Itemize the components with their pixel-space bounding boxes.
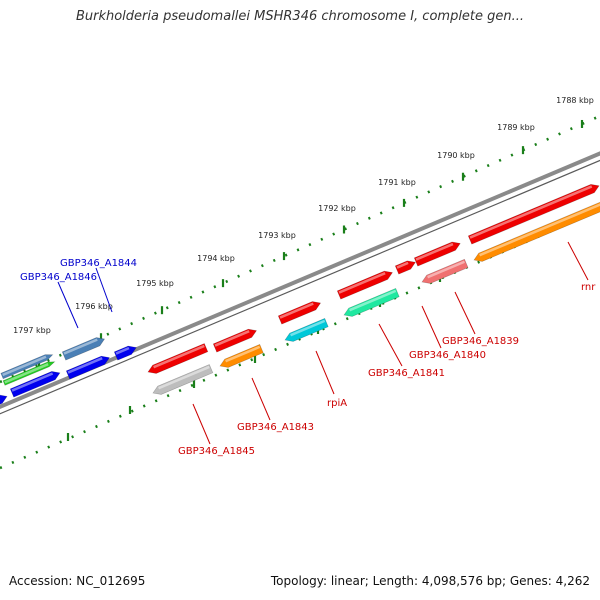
leader-line-GBP346_A1846: [57, 281, 79, 329]
leader-line-GBP346_A1845: [192, 403, 211, 445]
gene-forward-red-5-highlight: [279, 302, 314, 319]
leader-line-GBP346_A1841: [378, 323, 403, 367]
gene-blue-small[interactable]: [113, 343, 138, 361]
gene-forward-red-1-shape: [467, 184, 600, 245]
scale-tick-label: 1788 kbp: [556, 96, 594, 105]
gene-blue-mid[interactable]: [65, 353, 111, 380]
gene-GBP346_A1845-highlight: [158, 365, 210, 390]
gene-forward-red-4-shape: [336, 270, 393, 300]
gene-label-GBP346_A1840[interactable]: GBP346_A1840: [409, 350, 486, 361]
gene-label-GBP346_A1843[interactable]: GBP346_A1843: [237, 422, 314, 433]
gene-forward-red-4-highlight: [338, 272, 386, 294]
gene-blue-small-shape: [113, 345, 137, 361]
gene-blue-edge[interactable]: [0, 392, 9, 406]
gene-label-rnr[interactable]: rnr: [581, 282, 596, 293]
gene-rpiA-shape: [284, 318, 329, 342]
chromosome-backbone-shadow: [0, 159, 600, 415]
gene-label-rpiA[interactable]: rpiA: [327, 398, 347, 409]
gene-rnr-shape: [473, 201, 600, 262]
gene-blue-mid-highlight: [67, 357, 103, 374]
gene-blue-small-highlight: [115, 346, 130, 355]
gene-label-GBP346_A1846[interactable]: GBP346_A1846: [20, 272, 97, 283]
gene-reverse-red-7-shape: [147, 343, 209, 374]
gene-blue-mid-shape: [65, 355, 111, 380]
gene-rnr[interactable]: [472, 201, 600, 265]
gene-green-left-shape: [2, 361, 56, 386]
gene-GBP346_A1846-shape: [0, 354, 54, 380]
gene-reverse-red-7-highlight: [153, 344, 205, 369]
leader-line-GBP346_A1844: [95, 267, 113, 313]
gene-forward-red-1[interactable]: [467, 182, 600, 245]
scale-tick-label: 1789 kbp: [497, 123, 535, 132]
gene-forward-red-5-shape: [277, 301, 322, 325]
gene-GBP346_A1840-shape: [421, 258, 469, 284]
scale-tick-label: 1793 kbp: [258, 231, 296, 240]
gene-GBP346_A1841-highlight: [349, 289, 397, 312]
gene-label-GBP346_A1841[interactable]: GBP346_A1841: [368, 368, 445, 379]
gene-GBP346_A1841[interactable]: [342, 287, 400, 319]
gene-GBP346_A1844[interactable]: [61, 335, 106, 361]
gene-forward-red-4[interactable]: [336, 268, 394, 300]
leader-line-rpiA: [315, 350, 335, 395]
map-title: Burkholderia pseudomallei MSHR346 chromo…: [75, 9, 525, 24]
gene-rnr-highlight: [479, 202, 600, 257]
scale-tick-label: 1790 kbp: [437, 151, 475, 160]
scale-tick-label: 1796 kbp: [75, 302, 113, 311]
gene-GBP346_A1844-shape: [61, 337, 106, 361]
gene-reverse-red-7[interactable]: [146, 343, 209, 376]
gene-GBP346_A1846[interactable]: [0, 352, 54, 380]
gene-green-left[interactable]: [2, 359, 56, 386]
gene-label-GBP346_A1844[interactable]: GBP346_A1844: [60, 258, 137, 269]
gene-forward-red-3-highlight: [396, 261, 409, 269]
gene-label-GBP346_A1839[interactable]: GBP346_A1839: [442, 336, 519, 347]
gene-blue-edge-shape: [0, 394, 8, 406]
gene-GBP346_A1845[interactable]: [151, 364, 214, 397]
gene-forward-red-6-highlight: [214, 330, 250, 347]
gene-GBP346_A1840-highlight: [427, 260, 465, 279]
gene-GBP346_A1843[interactable]: [218, 344, 264, 370]
scale-tick-label: 1794 kbp: [197, 254, 235, 263]
gene-forward-red-2[interactable]: [413, 239, 462, 267]
scale-tick-label: 1791 kbp: [378, 178, 416, 187]
gene-forward-red-3-shape: [394, 260, 416, 275]
gene-GBP346_A1844-highlight: [63, 338, 98, 355]
gene-GBP346_A1840[interactable]: [420, 258, 469, 286]
leader-line-GBP346_A1843: [251, 377, 271, 421]
gene-GBP346_A1845-shape: [152, 364, 214, 395]
lower-ruler-line: [0, 208, 600, 470]
gene-GBP346_A1841-shape: [343, 287, 400, 317]
gene-blue-left-highlight: [11, 372, 54, 392]
gene-label-GBP346_A1845[interactable]: GBP346_A1845: [178, 446, 255, 457]
gene-forward-red-5[interactable]: [277, 299, 322, 325]
gene-forward-red-1-highlight: [469, 185, 593, 239]
scale-tick-label: 1797 kbp: [13, 326, 51, 335]
gene-green-left-highlight: [4, 363, 49, 384]
scale-tick-label: 1792 kbp: [318, 204, 356, 213]
gene-GBP346_A1846-highlight: [2, 355, 47, 377]
leader-line-rnr: [567, 241, 589, 281]
gene-GBP346_A1843-highlight: [225, 345, 261, 363]
gene-blue-left[interactable]: [9, 369, 61, 398]
gene-forward-red-3[interactable]: [394, 258, 417, 275]
gene-forward-red-2-highlight: [415, 242, 454, 261]
gene-blue-left-shape: [9, 371, 61, 398]
gene-GBP346_A1843-shape: [219, 344, 264, 368]
leader-line-GBP346_A1840: [421, 305, 442, 349]
gene-rpiA-highlight: [290, 319, 326, 337]
scale-tick-label: 1795 kbp: [136, 279, 174, 288]
gene-rpiA[interactable]: [283, 318, 329, 344]
topology-label: Topology: linear; Length: 4,098,576 bp; …: [270, 574, 590, 588]
gene-forward-red-6[interactable]: [212, 326, 258, 353]
upper-ruler-line: [0, 114, 600, 384]
gene-forward-red-2-shape: [413, 241, 461, 267]
gene-forward-red-6-shape: [212, 328, 258, 353]
leader-line-GBP346_A1839: [454, 291, 476, 335]
accession-label: Accession: NC_012695: [9, 574, 146, 588]
